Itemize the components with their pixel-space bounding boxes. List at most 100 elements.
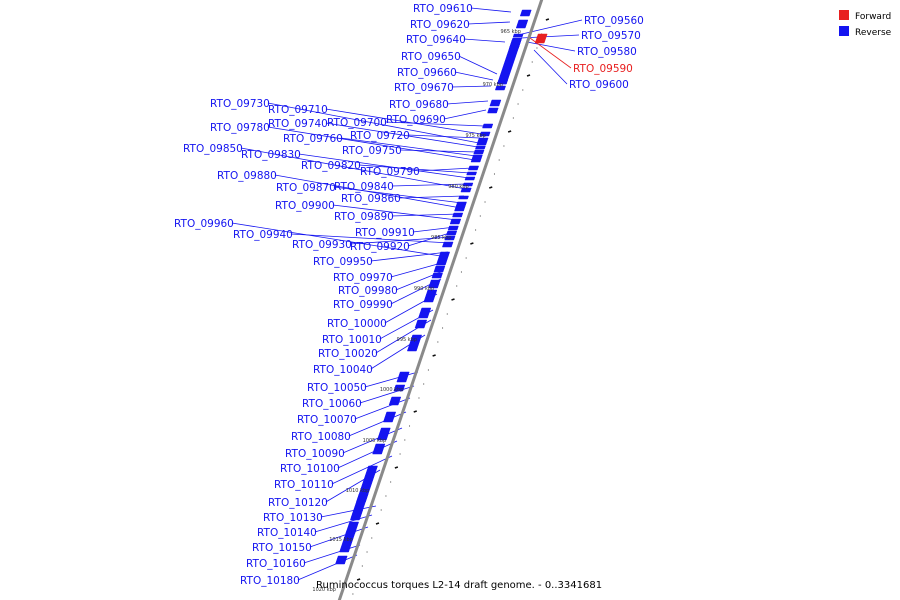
gene-connector: [358, 164, 471, 174]
gene-label: RTO_09850: [183, 143, 243, 155]
gene-connector: [320, 505, 377, 518]
gene-connector: [533, 49, 568, 85]
kbp-label: 1015 kbp: [329, 537, 353, 543]
gene-connector: [407, 231, 454, 247]
gene-feature: [472, 154, 483, 159]
gene-label: RTO_09610: [413, 3, 473, 15]
gene-label: RTO_10020: [318, 348, 378, 360]
gene-feature: [335, 555, 348, 565]
gene-connector: [231, 222, 448, 258]
gene-feature: [414, 319, 428, 329]
gene-feature: [479, 131, 491, 137]
tick-mark: [432, 354, 436, 357]
kbp-label: 1020 kbp: [312, 587, 336, 593]
gene-label: RTO_10180: [240, 575, 300, 587]
gene-label: RTO_10150: [252, 542, 312, 554]
gene-feature: [446, 230, 458, 236]
gene-feature: [339, 541, 353, 553]
gene-feature: [349, 509, 364, 521]
gene-connector: [359, 385, 415, 404]
gene-connector: [240, 147, 467, 190]
legend-reverse-label: Reverse: [855, 28, 892, 38]
gene-connector: [391, 213, 460, 217]
gene-feature: [489, 99, 502, 107]
legend-forward-label: Forward: [855, 12, 891, 22]
gene-label: RTO_10090: [285, 448, 345, 460]
gene-label: RTO_09680: [389, 99, 449, 111]
gene-feature: [442, 241, 454, 248]
kbp-label: 995 kbp: [397, 337, 417, 343]
tick-mark: [375, 522, 380, 525]
gene-label: RTO_09870: [276, 182, 336, 194]
gene-label: RTO_10120: [268, 497, 328, 509]
gene-feature: [455, 201, 467, 207]
legend: Forward Reverse: [839, 10, 892, 38]
gene-feature: [473, 149, 485, 155]
gene-connector: [384, 121, 485, 127]
tick-mark: [451, 298, 455, 301]
tick-mark: [356, 578, 361, 581]
gene-label: RTO_10000: [327, 318, 387, 330]
gene-feature: [383, 411, 397, 423]
gene-feature: [494, 85, 506, 91]
gene-feature: [519, 9, 532, 17]
kbp-label: 985 kbp: [431, 235, 451, 241]
gene-connector: [337, 440, 398, 469]
gene-connector: [348, 411, 407, 437]
gene-feature: [428, 279, 441, 289]
gene-label: RTO_10040: [313, 364, 373, 376]
tick-mark: [507, 130, 512, 133]
kbp-label: 980 kbp: [448, 184, 468, 190]
kbp-label: 975 kbp: [465, 133, 485, 139]
gene-feature: [512, 33, 524, 38]
gene-feature: [452, 212, 464, 218]
gene-label: RTO_10070: [297, 414, 357, 426]
gene-features: [335, 9, 548, 565]
gene-label: RTO_09570: [581, 30, 641, 42]
kbp-label: 970 kbp: [483, 82, 503, 88]
gene-feature: [515, 19, 529, 29]
gene-label: RTO_09900: [275, 200, 335, 212]
gene-feature: [444, 235, 456, 241]
gene-connector: [520, 34, 580, 39]
gene-connector: [463, 38, 506, 43]
genome-backbone: [337, 0, 544, 600]
gene-label: RTO_09760: [283, 133, 343, 145]
gene-label: RTO_09560: [584, 15, 644, 27]
gene-label: RTO_09970: [333, 272, 393, 284]
gene-label: RTO_09960: [174, 218, 234, 230]
gene-feature: [470, 157, 482, 163]
gene-label: RTO_10050: [307, 382, 367, 394]
tick-mark: [470, 242, 474, 245]
gene-feature: [447, 225, 459, 231]
gene-connector: [314, 514, 373, 533]
gene-feature: [464, 176, 476, 181]
gene-connector: [342, 427, 403, 454]
gene-label: RTO_10060: [302, 398, 362, 410]
gene-label: RTO_09890: [334, 211, 394, 223]
gene-feature: [458, 195, 469, 200]
gene-connector: [391, 183, 468, 187]
gene-feature: [454, 205, 466, 212]
tick-mark: [526, 74, 531, 77]
gene-label: RTO_09580: [577, 46, 637, 58]
gene-connector: [370, 251, 449, 262]
gene-label: RTO_09660: [397, 67, 457, 79]
gene-connector: [470, 7, 512, 13]
kbp-label: 1010 kbp: [346, 488, 370, 494]
gene-label: RTO_10100: [280, 463, 340, 475]
gene-connector: [333, 186, 463, 204]
gene-label: RTO_09880: [217, 170, 277, 182]
gene-label: RTO_09830: [241, 149, 301, 161]
gene-connector: [443, 109, 487, 120]
gene-label: RTO_09720: [350, 130, 410, 142]
gene-connector: [467, 21, 511, 25]
gene-labels: RTO_09560 RTO_09570 RTO_09580 RTO_09590 RTO_…: [174, 3, 644, 587]
gene-label: RTO_09670: [394, 82, 454, 94]
kbp-label: 1005 kbp: [363, 438, 387, 444]
gene-label: RTO_10130: [263, 512, 323, 524]
kbp-label: 990 kbp: [414, 286, 434, 292]
gene-label: RTO_09690: [386, 114, 446, 126]
tick-mark: [489, 186, 493, 189]
